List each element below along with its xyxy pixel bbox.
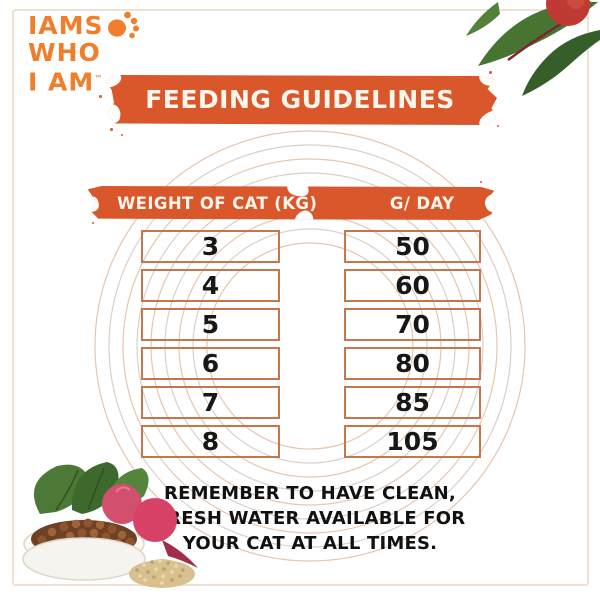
weight-column: 3 4 5 6 7 8 [141, 230, 280, 458]
column-header-grams: G/ DAY [389, 193, 455, 213]
grams-cell-row6: 105 [344, 425, 481, 458]
logo-line-2: WHO [28, 38, 101, 67]
beet-leaf [33, 464, 90, 514]
feeding-guidelines-banner: FEEDING GUIDELINES [105, 75, 497, 125]
weight-cell-row2: 4 [141, 269, 280, 302]
leaf [466, 2, 500, 36]
note-line-2: FRESH WATER AVAILABLE FOR [154, 508, 466, 529]
column-header-weight: WEIGHT OF CAT (KG) [117, 193, 318, 213]
logo-line-1: IAMS [28, 11, 140, 40]
weight-cell-row4: 6 [141, 347, 280, 380]
grams-cell-row2: 60 [344, 269, 481, 302]
grams-column: 50 60 70 80 85 105 [344, 230, 481, 458]
paint-speck [99, 95, 102, 98]
weight-cell-row3: 5 [141, 308, 280, 341]
trademark-symbol: ™ [94, 74, 103, 83]
paint-speck [497, 125, 499, 127]
weight-cell-row1: 3 [141, 230, 280, 263]
paint-speck [92, 222, 94, 224]
paint-speck [480, 181, 482, 183]
grams-cell-row4: 80 [344, 347, 481, 380]
beet [102, 484, 142, 524]
paint-speck [489, 71, 492, 74]
banner-title: FEEDING GUIDELINES [145, 85, 455, 114]
iams-logo: IAMS WHO I AM™ [28, 11, 140, 97]
note-line-1: REMEMBER TO HAVE CLEAN, [164, 483, 456, 504]
weight-cell-row6: 8 [141, 425, 280, 458]
beet-root [162, 540, 198, 568]
beet-leaves-and-berry-image [466, 0, 600, 96]
grams-cell-row3: 70 [344, 308, 481, 341]
weight-cell-row5: 7 [141, 386, 280, 419]
bowl-body [22, 537, 146, 581]
paint-speck [121, 134, 123, 136]
grain-pile [129, 559, 195, 588]
logo-line-3: I AM™ [28, 67, 103, 97]
paw-icon [107, 11, 139, 39]
leaf [522, 30, 600, 96]
water-reminder-note: REMEMBER TO HAVE CLEAN, FRESH WATER AVAI… [110, 481, 510, 556]
cat-food-bowl-with-beets-and-grains-image [22, 462, 198, 588]
table-header-band: WEIGHT OF CAT (KG) G/ DAY [87, 186, 496, 220]
grams-cell-row5: 85 [344, 386, 481, 419]
logo-wordmark: IAMS [28, 11, 104, 40]
note-line-3: YOUR CAT AT ALL TIMES. [182, 533, 438, 554]
paint-speck [110, 128, 113, 131]
grams-cell-row1: 50 [344, 230, 481, 263]
beet [133, 498, 177, 542]
